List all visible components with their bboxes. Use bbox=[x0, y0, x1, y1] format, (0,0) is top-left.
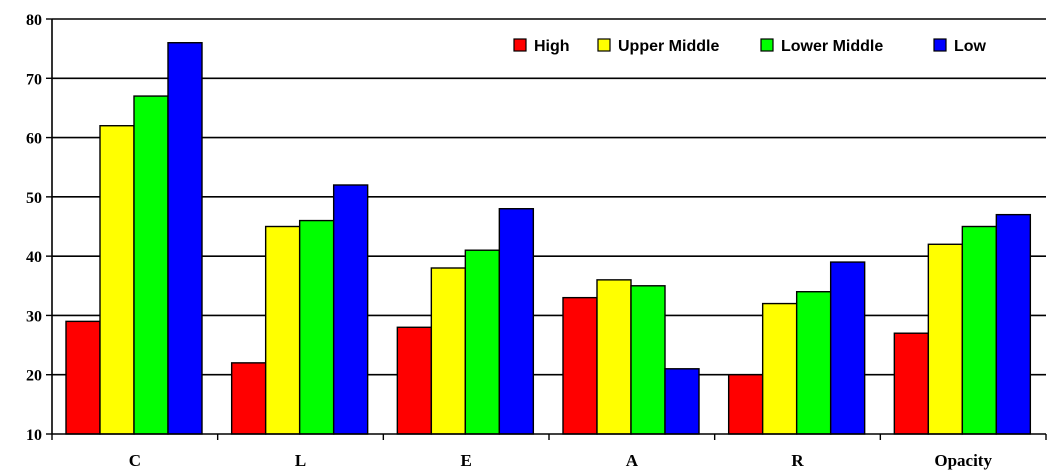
bar-upper-middle-opacity bbox=[927, 243, 964, 435]
bar-upper-middle-r bbox=[761, 302, 798, 435]
bar-lower-middle-e bbox=[464, 249, 501, 435]
y-tick-label: 50 bbox=[26, 190, 42, 207]
x-category-labels: C L E A R Opacity bbox=[129, 451, 993, 470]
x-category-label: A bbox=[626, 451, 639, 470]
legend-label-lower-middle: Lower Middle bbox=[781, 38, 883, 55]
bar-high-c bbox=[65, 320, 101, 435]
bar-high-e bbox=[396, 326, 433, 435]
x-category-label: C bbox=[129, 451, 141, 470]
bar-lower-middle-opacity bbox=[961, 225, 998, 435]
y-tick-label: 30 bbox=[26, 308, 42, 325]
bar-high-r bbox=[727, 374, 764, 435]
bars-group bbox=[65, 42, 1032, 435]
bar-upper-middle-e bbox=[430, 267, 467, 435]
bar-low-a bbox=[664, 368, 700, 435]
bar-upper-middle-a bbox=[596, 279, 632, 435]
bar-low-l bbox=[332, 184, 369, 435]
bar-lower-middle-a bbox=[630, 285, 666, 435]
y-tick-label: 60 bbox=[26, 131, 42, 148]
y-tick-labels: 10 20 30 40 50 60 70 80 bbox=[26, 12, 42, 444]
bar-low-r bbox=[829, 261, 866, 435]
x-category-label: L bbox=[295, 451, 306, 470]
bar-lower-middle-c bbox=[133, 95, 169, 435]
legend-swatch-high bbox=[513, 38, 527, 52]
bar-high-opacity bbox=[893, 332, 930, 435]
bar-low-opacity bbox=[995, 213, 1032, 435]
legend-swatch-lower-middle bbox=[760, 38, 774, 52]
x-category-label: R bbox=[791, 451, 804, 470]
y-tick-label: 80 bbox=[26, 12, 42, 29]
y-tick-label: 70 bbox=[26, 71, 42, 88]
legend-label-upper-middle: Upper Middle bbox=[618, 38, 719, 55]
legend-swatch-upper-middle bbox=[597, 38, 611, 52]
bar-upper-middle-c bbox=[99, 125, 135, 435]
bar-lower-middle-l bbox=[298, 219, 335, 435]
y-tick-label: 20 bbox=[26, 368, 42, 385]
bar-upper-middle-l bbox=[264, 225, 301, 435]
y-tick-label: 40 bbox=[26, 249, 42, 266]
legend: High Upper Middle Lower Middle Low bbox=[513, 38, 987, 55]
axes bbox=[46, 18, 1047, 440]
bar-lower-middle-r bbox=[795, 291, 832, 435]
legend-label-high: High bbox=[534, 38, 570, 55]
y-tick-label: 10 bbox=[26, 427, 42, 444]
bar-high-l bbox=[230, 362, 267, 435]
bar-low-c bbox=[167, 42, 203, 435]
bar-low-e bbox=[498, 208, 535, 435]
grid-lines bbox=[52, 18, 1046, 376]
legend-swatch-low bbox=[933, 38, 947, 52]
bar-high-a bbox=[562, 296, 598, 435]
legend-label-low: Low bbox=[954, 38, 987, 55]
x-category-label: Opacity bbox=[934, 451, 992, 470]
x-category-label: E bbox=[460, 451, 471, 470]
